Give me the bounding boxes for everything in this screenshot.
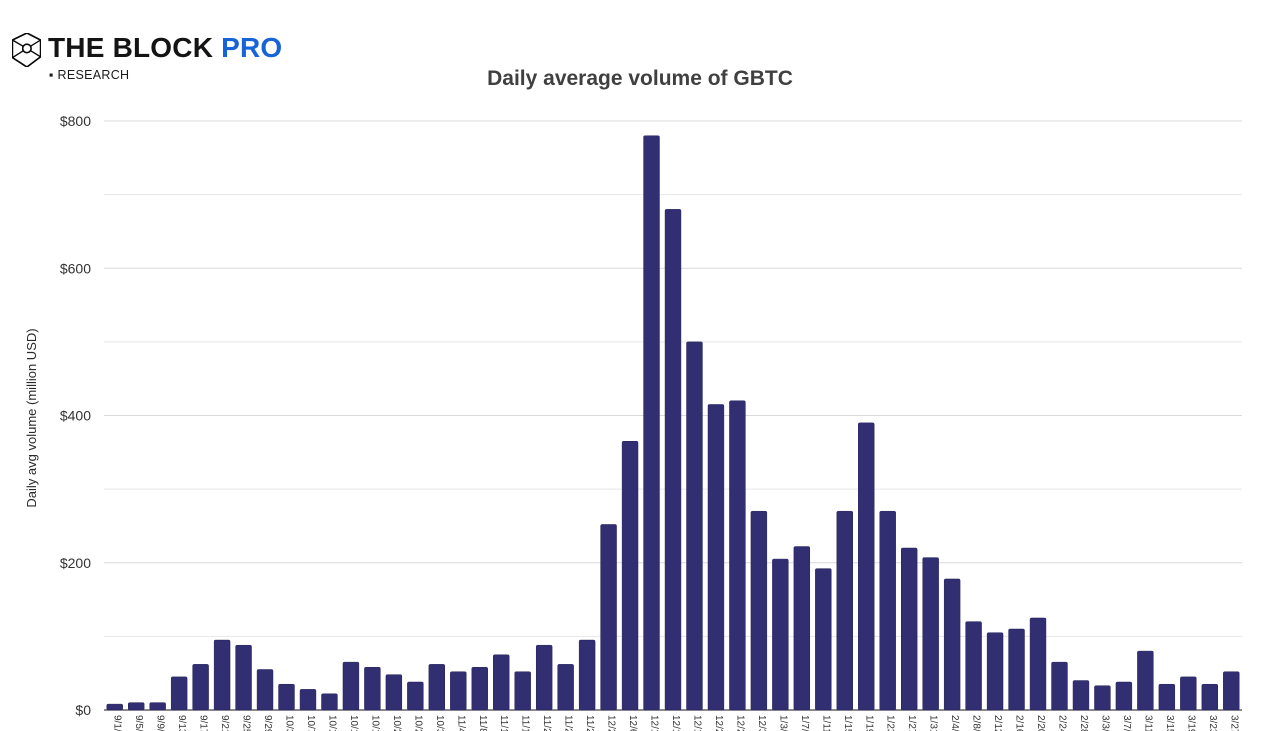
svg-text:9/25/23: 9/25/23	[241, 715, 252, 731]
svg-text:3/27/24: 3/27/24	[1228, 715, 1239, 731]
svg-text:2/20/24: 2/20/24	[1035, 715, 1046, 731]
svg-text:9/5/23: 9/5/23	[133, 715, 144, 731]
svg-text:9/21/23: 9/21/23	[219, 715, 230, 731]
svg-text:3/23/24: 3/23/24	[1207, 715, 1218, 731]
svg-text:9/29/23: 9/29/23	[262, 715, 273, 731]
svg-text:1/7/24: 1/7/24	[799, 715, 810, 731]
svg-text:10/3/23: 10/3/23	[284, 715, 295, 731]
svg-text:3/11/24: 3/11/24	[1142, 715, 1153, 731]
svg-text:$800: $800	[60, 113, 91, 129]
svg-text:9/1/23: 9/1/23	[112, 715, 123, 731]
svg-text:2/8/24: 2/8/24	[971, 715, 982, 731]
svg-text:$0: $0	[75, 702, 91, 718]
svg-text:10/7/23: 10/7/23	[305, 715, 316, 731]
svg-text:1/23/24: 1/23/24	[885, 715, 896, 731]
svg-text:1/15/24: 1/15/24	[842, 715, 853, 731]
svg-text:12/6/23: 12/6/23	[627, 715, 638, 731]
svg-text:$400: $400	[60, 408, 91, 424]
svg-text:11/12/23: 11/12/23	[498, 715, 509, 731]
svg-text:9/9/23: 9/9/23	[155, 715, 166, 731]
svg-text:$200: $200	[60, 555, 91, 571]
svg-text:12/10/23: 12/10/23	[649, 715, 660, 731]
svg-text:12/18/23: 12/18/23	[691, 715, 702, 731]
svg-text:3/7/24: 3/7/24	[1121, 715, 1132, 731]
svg-text:10/19/23: 10/19/23	[369, 715, 380, 731]
svg-text:2/12/24: 2/12/24	[992, 715, 1003, 731]
svg-text:11/4/23: 11/4/23	[455, 715, 466, 731]
svg-text:11/16/23: 11/16/23	[520, 715, 531, 731]
svg-text:3/19/24: 3/19/24	[1185, 715, 1196, 731]
svg-text:1/27/24: 1/27/24	[906, 715, 917, 731]
svg-text:12/26/23: 12/26/23	[734, 715, 745, 731]
svg-text:10/31/23: 10/31/23	[434, 715, 445, 731]
svg-text:2/28/24: 2/28/24	[1078, 715, 1089, 731]
svg-text:12/2/23: 12/2/23	[606, 715, 617, 731]
svg-text:11/28/23: 11/28/23	[584, 715, 595, 731]
svg-text:1/19/24: 1/19/24	[863, 715, 874, 731]
svg-text:1/31/24: 1/31/24	[928, 715, 939, 731]
svg-text:2/16/24: 2/16/24	[1014, 715, 1025, 731]
svg-text:10/15/23: 10/15/23	[348, 715, 359, 731]
svg-text:10/27/23: 10/27/23	[412, 715, 423, 731]
svg-text:12/30/23: 12/30/23	[756, 715, 767, 731]
svg-text:10/11/23: 10/11/23	[326, 715, 337, 731]
svg-text:2/4/24: 2/4/24	[949, 715, 960, 731]
svg-text:3/15/24: 3/15/24	[1164, 715, 1175, 731]
svg-text:$600: $600	[60, 260, 91, 276]
svg-text:12/14/23: 12/14/23	[670, 715, 681, 731]
svg-text:9/13/23: 9/13/23	[176, 715, 187, 731]
svg-text:12/22/23: 12/22/23	[713, 715, 724, 731]
svg-text:9/17/23: 9/17/23	[198, 715, 209, 731]
svg-text:11/20/23: 11/20/23	[541, 715, 552, 731]
svg-text:11/24/23: 11/24/23	[563, 715, 574, 731]
svg-text:1/11/24: 1/11/24	[820, 715, 831, 731]
svg-text:2/24/24: 2/24/24	[1056, 715, 1067, 731]
svg-text:1/3/24: 1/3/24	[777, 715, 788, 731]
svg-text:3/3/24: 3/3/24	[1099, 715, 1110, 731]
svg-text:11/8/23: 11/8/23	[477, 715, 488, 731]
svg-text:10/23/23: 10/23/23	[391, 715, 402, 731]
